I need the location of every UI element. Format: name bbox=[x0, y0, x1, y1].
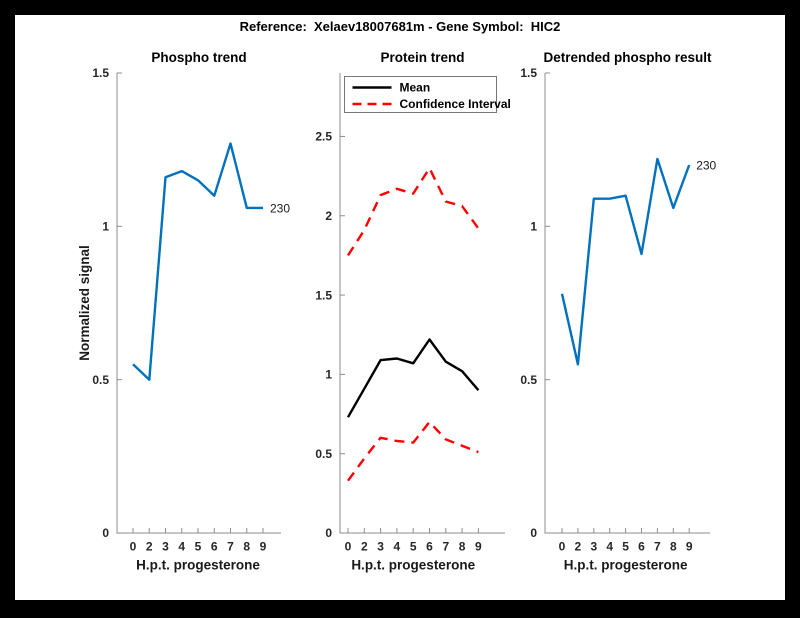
series-line-confidence-interval-lower bbox=[347, 420, 479, 482]
series-line-mean bbox=[346, 338, 480, 418]
x-tick-label: 7 bbox=[654, 540, 661, 554]
y-tick-label: 1.5 bbox=[315, 288, 332, 302]
series-line-confidence-interval-upper bbox=[346, 166, 480, 257]
x-tick-label: 2 bbox=[575, 540, 582, 554]
series-line-detrended-phospho bbox=[560, 157, 691, 366]
x-axis-label: H.p.t. progesterone bbox=[136, 558, 260, 573]
subplot-title: Detrended phospho result bbox=[543, 50, 712, 65]
x-axis-label: H.p.t. progesterone bbox=[351, 558, 475, 573]
x-tick-label: 8 bbox=[670, 540, 677, 554]
x-tick-label: 0 bbox=[130, 540, 137, 554]
x-tick-label: 8 bbox=[243, 540, 250, 554]
y-tick-label: 1.5 bbox=[92, 66, 109, 80]
legend: Mean Confidence Interval bbox=[344, 76, 511, 113]
y-tick-label: 1 bbox=[325, 368, 332, 382]
y-tick-label: 1 bbox=[530, 220, 537, 234]
x-tick-label: 2 bbox=[146, 540, 153, 554]
series-line-phospho-signal bbox=[132, 142, 263, 381]
y-tick-label: 2 bbox=[325, 209, 332, 223]
y-tick-label: 0.5 bbox=[520, 373, 537, 387]
series-end-label: 230 bbox=[270, 201, 290, 215]
x-tick-label: 4 bbox=[178, 540, 185, 554]
y-tick-label: 2.5 bbox=[315, 130, 332, 144]
subplot-title: Protein trend bbox=[380, 50, 464, 65]
x-axis-label: H.p.t. progesterone bbox=[564, 558, 688, 573]
x-tick-label: 0 bbox=[559, 540, 566, 554]
x-tick-label: 9 bbox=[260, 540, 267, 554]
x-tick-label: 4 bbox=[606, 540, 613, 554]
y-axis-label: Normalized signal bbox=[77, 245, 92, 361]
x-tick-label: 6 bbox=[211, 540, 218, 554]
x-tick-label: 3 bbox=[590, 540, 597, 554]
y-tick-label: 0.5 bbox=[315, 447, 332, 461]
y-tick-label: 0 bbox=[325, 526, 332, 540]
legend-label: Mean bbox=[400, 81, 431, 95]
x-tick-label: 8 bbox=[459, 540, 466, 554]
y-tick-label: 0.5 bbox=[92, 373, 109, 387]
x-tick-label: 9 bbox=[686, 540, 693, 554]
x-tick-label: 2 bbox=[361, 540, 368, 554]
x-tick-label: 4 bbox=[394, 540, 401, 554]
legend-label: Confidence Interval bbox=[400, 97, 511, 111]
x-tick-label: 3 bbox=[377, 540, 384, 554]
y-tick-label: 1.5 bbox=[520, 66, 537, 80]
subplot-title: Phospho trend bbox=[151, 50, 246, 65]
x-tick-label: 7 bbox=[442, 540, 449, 554]
x-tick-label: 7 bbox=[227, 540, 234, 554]
x-tick-label: 5 bbox=[195, 540, 202, 554]
series-end-label: 230 bbox=[696, 159, 716, 173]
y-tick-label: 0 bbox=[102, 526, 109, 540]
x-tick-label: 5 bbox=[410, 540, 417, 554]
x-tick-label: 5 bbox=[622, 540, 629, 554]
figure-title: Reference: Xelaev18007681m - Gene Symbol… bbox=[240, 19, 561, 34]
legend-box bbox=[344, 76, 497, 113]
y-tick-label: 1 bbox=[102, 220, 109, 234]
x-tick-label: 9 bbox=[475, 540, 482, 554]
x-tick-label: 6 bbox=[426, 540, 433, 554]
x-tick-label: 6 bbox=[638, 540, 645, 554]
x-tick-label: 3 bbox=[162, 540, 169, 554]
y-tick-label: 0 bbox=[530, 526, 537, 540]
x-tick-label: 0 bbox=[345, 540, 352, 554]
